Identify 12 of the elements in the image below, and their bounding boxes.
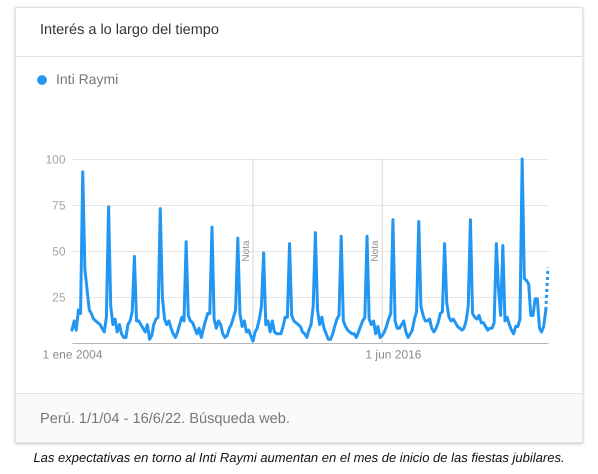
y-tick-label: 25 [52,290,66,304]
ref-line-label: Nota [240,240,252,262]
text: Las expectativas en torno al Inti Raymi aumentan en el mes de inicio de las fiestas jubilares. [32,450,566,465]
ref-line-label: Nota [370,240,382,262]
legend-label: Inti Raymi [56,71,118,87]
y-tick-label: 100 [45,152,66,166]
x-tick-label: 1 jun 2016 [365,348,422,362]
y-tick-label: 75 [52,198,66,212]
y-tick-label: 50 [52,244,66,258]
text: Perú. 1/1/04 - 16/6/22. Búsqueda web. [40,411,290,427]
chart-title: Interés a lo largo del tiempo [40,22,219,38]
x-tick-label: 1 ene 2004 [42,348,103,362]
